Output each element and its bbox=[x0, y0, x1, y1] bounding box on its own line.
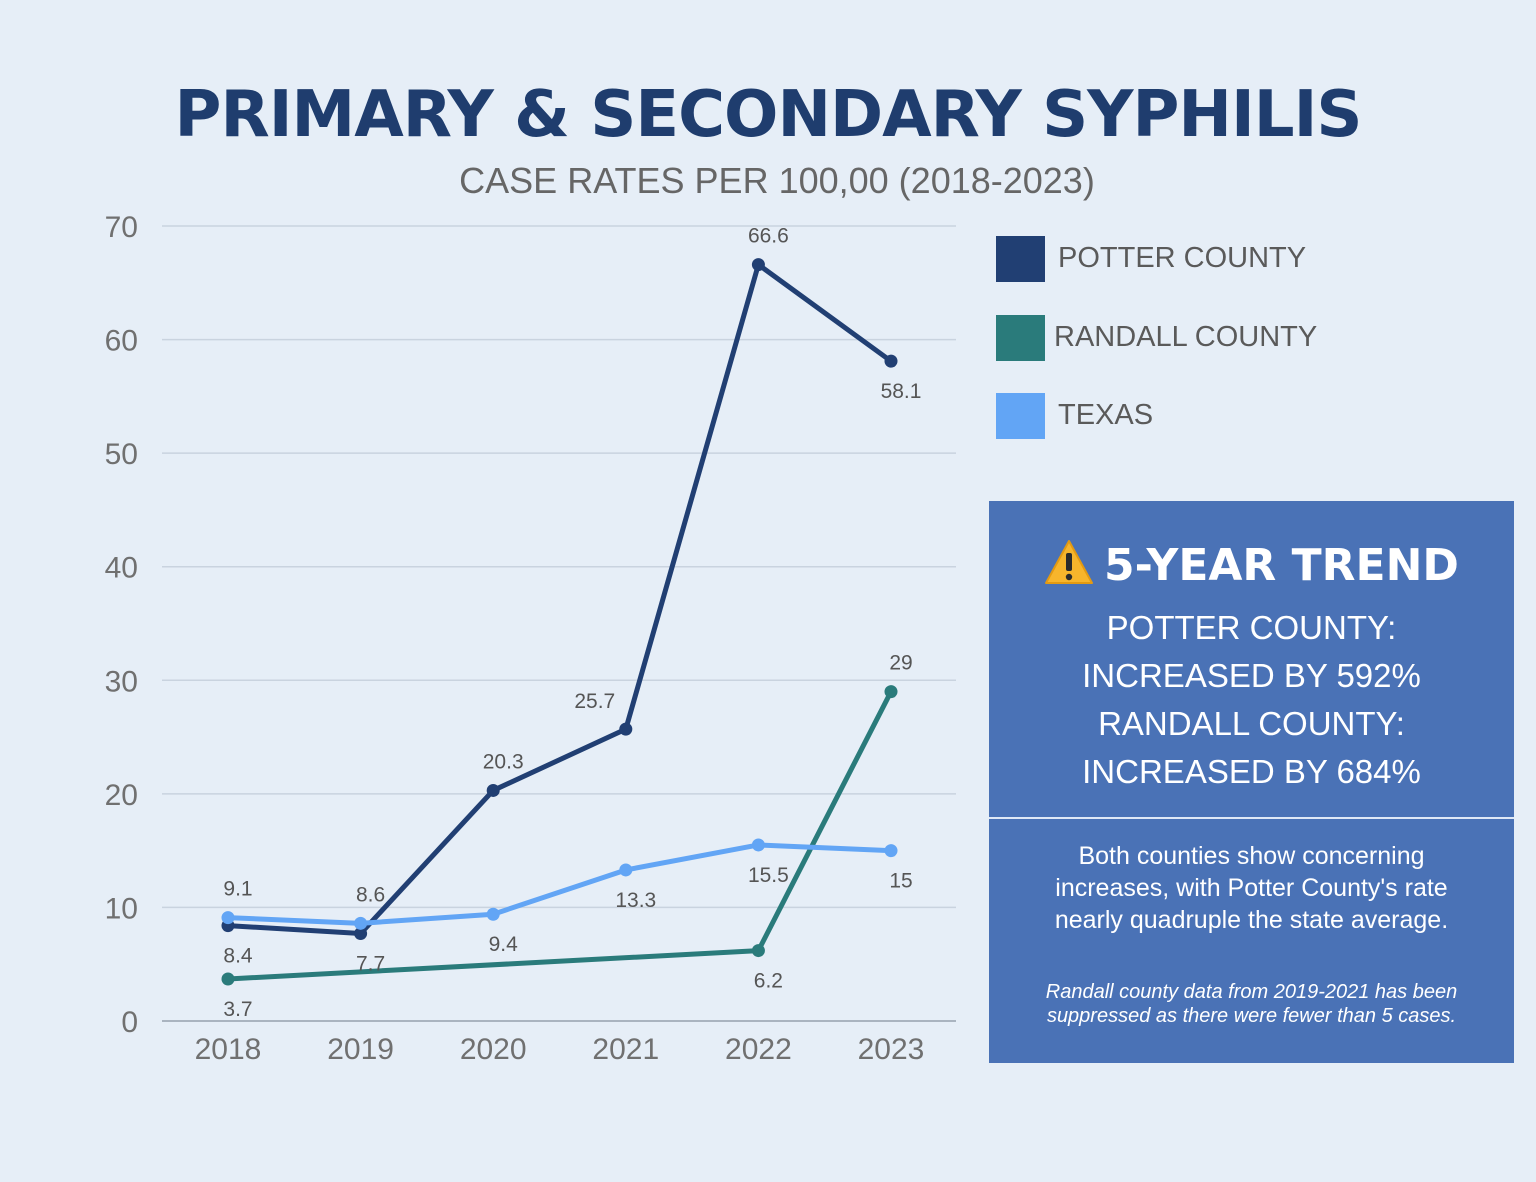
data-label-texas: 13.3 bbox=[615, 889, 656, 912]
trend-description: Both counties show concerning increases,… bbox=[989, 840, 1514, 936]
description-line: increases, with Potter County's rate bbox=[1055, 874, 1448, 902]
chart-subtitle: CASE RATES PER 100,00 (2018-2023) bbox=[459, 160, 1095, 201]
y-tick-label: 10 bbox=[105, 892, 138, 925]
trend-line-randall-increase: INCREASED BY 684% bbox=[1082, 753, 1421, 790]
data-point-texas bbox=[751, 838, 765, 852]
legend-swatch-potter bbox=[996, 236, 1045, 282]
data-label-randall-county: 6.2 bbox=[754, 970, 783, 993]
series-line-potter-county bbox=[225, 262, 894, 937]
y-tick-label: 40 bbox=[105, 552, 138, 585]
data-label-randall-county: 29 bbox=[889, 652, 912, 675]
x-tick-label: 2018 bbox=[195, 1033, 262, 1066]
data-point-potter-county bbox=[751, 258, 765, 272]
data-point-texas bbox=[221, 911, 235, 925]
legend-label-potter: POTTER COUNTY bbox=[1058, 242, 1307, 274]
data-label-potter-county: 8.4 bbox=[223, 945, 253, 968]
description-line: Both counties show concerning bbox=[1078, 842, 1425, 870]
line-chart: 0 10 20 30 40 50 60 70 2018 2019 2020 2021 2022 2023 8… bbox=[105, 211, 956, 1066]
description-line: nearly quadruple the state average. bbox=[1054, 906, 1449, 934]
data-label-texas: 9.1 bbox=[223, 878, 252, 901]
y-tick-label: 30 bbox=[105, 665, 138, 698]
data-label-potter-county: 66.6 bbox=[748, 225, 789, 248]
note-line: Randall county data from 2019-2021 has b… bbox=[1045, 981, 1458, 1003]
data-point-randall-county bbox=[751, 944, 765, 958]
trend-heading-text: 5-YEAR TREND bbox=[1104, 540, 1459, 591]
x-tick-label: 2022 bbox=[725, 1033, 792, 1066]
panel-divider bbox=[989, 817, 1514, 819]
y-tick-label: 50 bbox=[105, 438, 138, 471]
data-point-potter-county bbox=[619, 722, 633, 736]
chart-title: PRIMARY & SECONDARY SYPHILIS bbox=[174, 78, 1363, 152]
data-label-randall-county: 3.7 bbox=[223, 998, 252, 1021]
trend-summary: POTTER COUNTY: INCREASED BY 592% RANDALL… bbox=[989, 604, 1514, 796]
x-tick-label: 2019 bbox=[327, 1033, 394, 1066]
legend-label-randall: RANDALL COUNTY bbox=[1054, 321, 1318, 353]
trend-heading: 5-YEAR TREND bbox=[989, 539, 1514, 591]
x-tick-label: 2023 bbox=[858, 1033, 925, 1066]
legend-swatch-randall bbox=[996, 315, 1045, 361]
series-line-randall-county bbox=[225, 689, 894, 982]
data-point-texas bbox=[884, 844, 898, 858]
data-label-potter-county: 20.3 bbox=[483, 750, 524, 773]
series-line-texas bbox=[225, 842, 894, 926]
y-tick-label: 60 bbox=[105, 325, 138, 358]
note-line: suppressed as there were fewer than 5 ca… bbox=[1046, 1005, 1457, 1027]
data-label-potter-county: 25.7 bbox=[574, 690, 615, 713]
data-label-potter-county: 7.7 bbox=[356, 953, 385, 976]
data-point-potter-county bbox=[486, 783, 500, 797]
data-label-texas: 8.6 bbox=[356, 883, 385, 906]
data-point-potter-county bbox=[354, 927, 368, 941]
legend-swatch-texas bbox=[996, 393, 1045, 439]
data-label-texas: 15.5 bbox=[748, 864, 789, 887]
trend-panel: 5-YEAR TREND POTTER COUNTY: INCREASED BY… bbox=[989, 501, 1514, 1063]
x-tick-label: 2020 bbox=[460, 1033, 527, 1066]
trend-line-potter-increase: INCREASED BY 592% bbox=[1082, 657, 1421, 694]
suppression-note: Randall county data from 2019-2021 has b… bbox=[989, 980, 1514, 1028]
data-label-texas: 15 bbox=[889, 870, 912, 893]
data-point-texas bbox=[486, 907, 500, 921]
data-point-randall-county bbox=[884, 685, 898, 699]
data-point-texas bbox=[619, 863, 633, 877]
data-label-potter-county: 58.1 bbox=[881, 380, 922, 403]
warning-icon bbox=[1045, 540, 1094, 584]
y-tick-label: 70 bbox=[105, 211, 138, 244]
data-point-randall-county bbox=[221, 972, 235, 986]
trend-line-randall: RANDALL COUNTY: bbox=[1098, 705, 1405, 742]
trend-line-potter: POTTER COUNTY: bbox=[1106, 609, 1397, 646]
x-tick-label: 2021 bbox=[592, 1033, 659, 1066]
data-point-potter-county bbox=[884, 354, 898, 368]
data-point-texas bbox=[354, 916, 368, 930]
legend-label-texas: TEXAS bbox=[1058, 399, 1154, 431]
y-tick-label: 20 bbox=[105, 779, 138, 812]
data-label-texas: 9.4 bbox=[489, 933, 519, 956]
y-tick-label: 0 bbox=[121, 1006, 138, 1039]
